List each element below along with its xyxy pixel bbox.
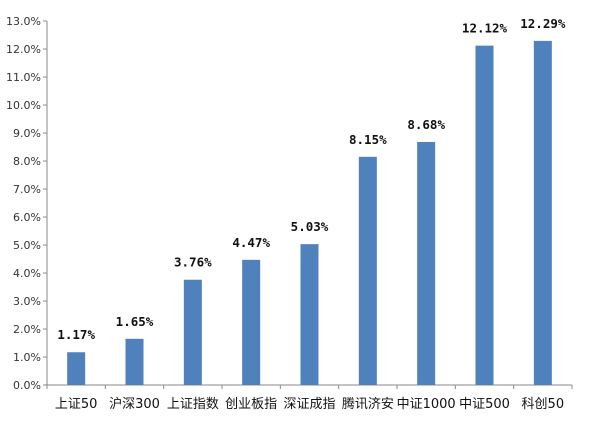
- category-label: 上证指数: [167, 397, 219, 412]
- category-label: 中证500: [459, 397, 510, 412]
- data-label: 12.29%: [520, 16, 566, 31]
- y-tick-label: 6.0%: [13, 211, 41, 224]
- y-tick-label: 0.0%: [13, 379, 41, 392]
- category-label: 腾讯济安: [342, 396, 394, 412]
- category-label: 创业板指: [225, 397, 277, 412]
- category-label: 上证50: [55, 397, 98, 412]
- data-label: 3.76%: [174, 255, 212, 270]
- bar: [300, 244, 319, 385]
- category-label: 深证成指: [283, 397, 335, 412]
- bar: [358, 156, 377, 385]
- y-tick-label: 1.0%: [13, 351, 41, 364]
- y-tick-label: 10.0%: [6, 99, 41, 112]
- data-label: 12.12%: [462, 21, 508, 36]
- data-label: 5.03%: [291, 219, 329, 234]
- category-label: 科创50: [522, 397, 565, 412]
- y-tick-label: 4.0%: [13, 267, 41, 280]
- data-label: 1.17%: [57, 327, 95, 342]
- data-label: 4.47%: [232, 235, 270, 250]
- category-labels: 上证50 沪深300 上证指数 创业板指 深证成指 腾讯济安 中证1000 中证500 科创50: [55, 396, 564, 412]
- data-labels: 1.17% 1.65% 3.76% 4.47% 5.03% 8.15% 8.68% 12.12…: [57, 16, 566, 342]
- y-tick-label: 3.0%: [13, 295, 41, 308]
- y-tick-label: 11.0%: [6, 71, 41, 84]
- category-label: 沪深300: [109, 396, 160, 412]
- bar: [417, 141, 436, 385]
- bar: [242, 259, 261, 385]
- bar: [475, 45, 494, 385]
- y-tick-label: 13.0%: [6, 15, 41, 28]
- bar: [67, 352, 86, 385]
- y-axis: 0.0% 1.0% 2.0% 3.0% 4.0% 5.0% 6.0% 7.0% 8.0% 9.0%…: [6, 15, 48, 392]
- category-label: 中证1000: [397, 397, 456, 412]
- data-label: 1.65%: [116, 314, 154, 329]
- data-label: 8.68%: [407, 117, 445, 132]
- bars: [67, 40, 552, 385]
- bar: [125, 338, 144, 385]
- y-tick-label: 8.0%: [13, 155, 41, 168]
- bar: [533, 40, 552, 385]
- data-label: 8.15%: [349, 132, 387, 147]
- x-axis: [46, 384, 573, 389]
- bar: [183, 279, 202, 385]
- y-tick-label: 9.0%: [13, 127, 41, 140]
- y-tick-label: 2.0%: [13, 323, 41, 336]
- y-tick-label: 5.0%: [13, 239, 41, 252]
- y-tick-label: 7.0%: [13, 183, 41, 196]
- y-tick-label: 12.0%: [6, 43, 41, 56]
